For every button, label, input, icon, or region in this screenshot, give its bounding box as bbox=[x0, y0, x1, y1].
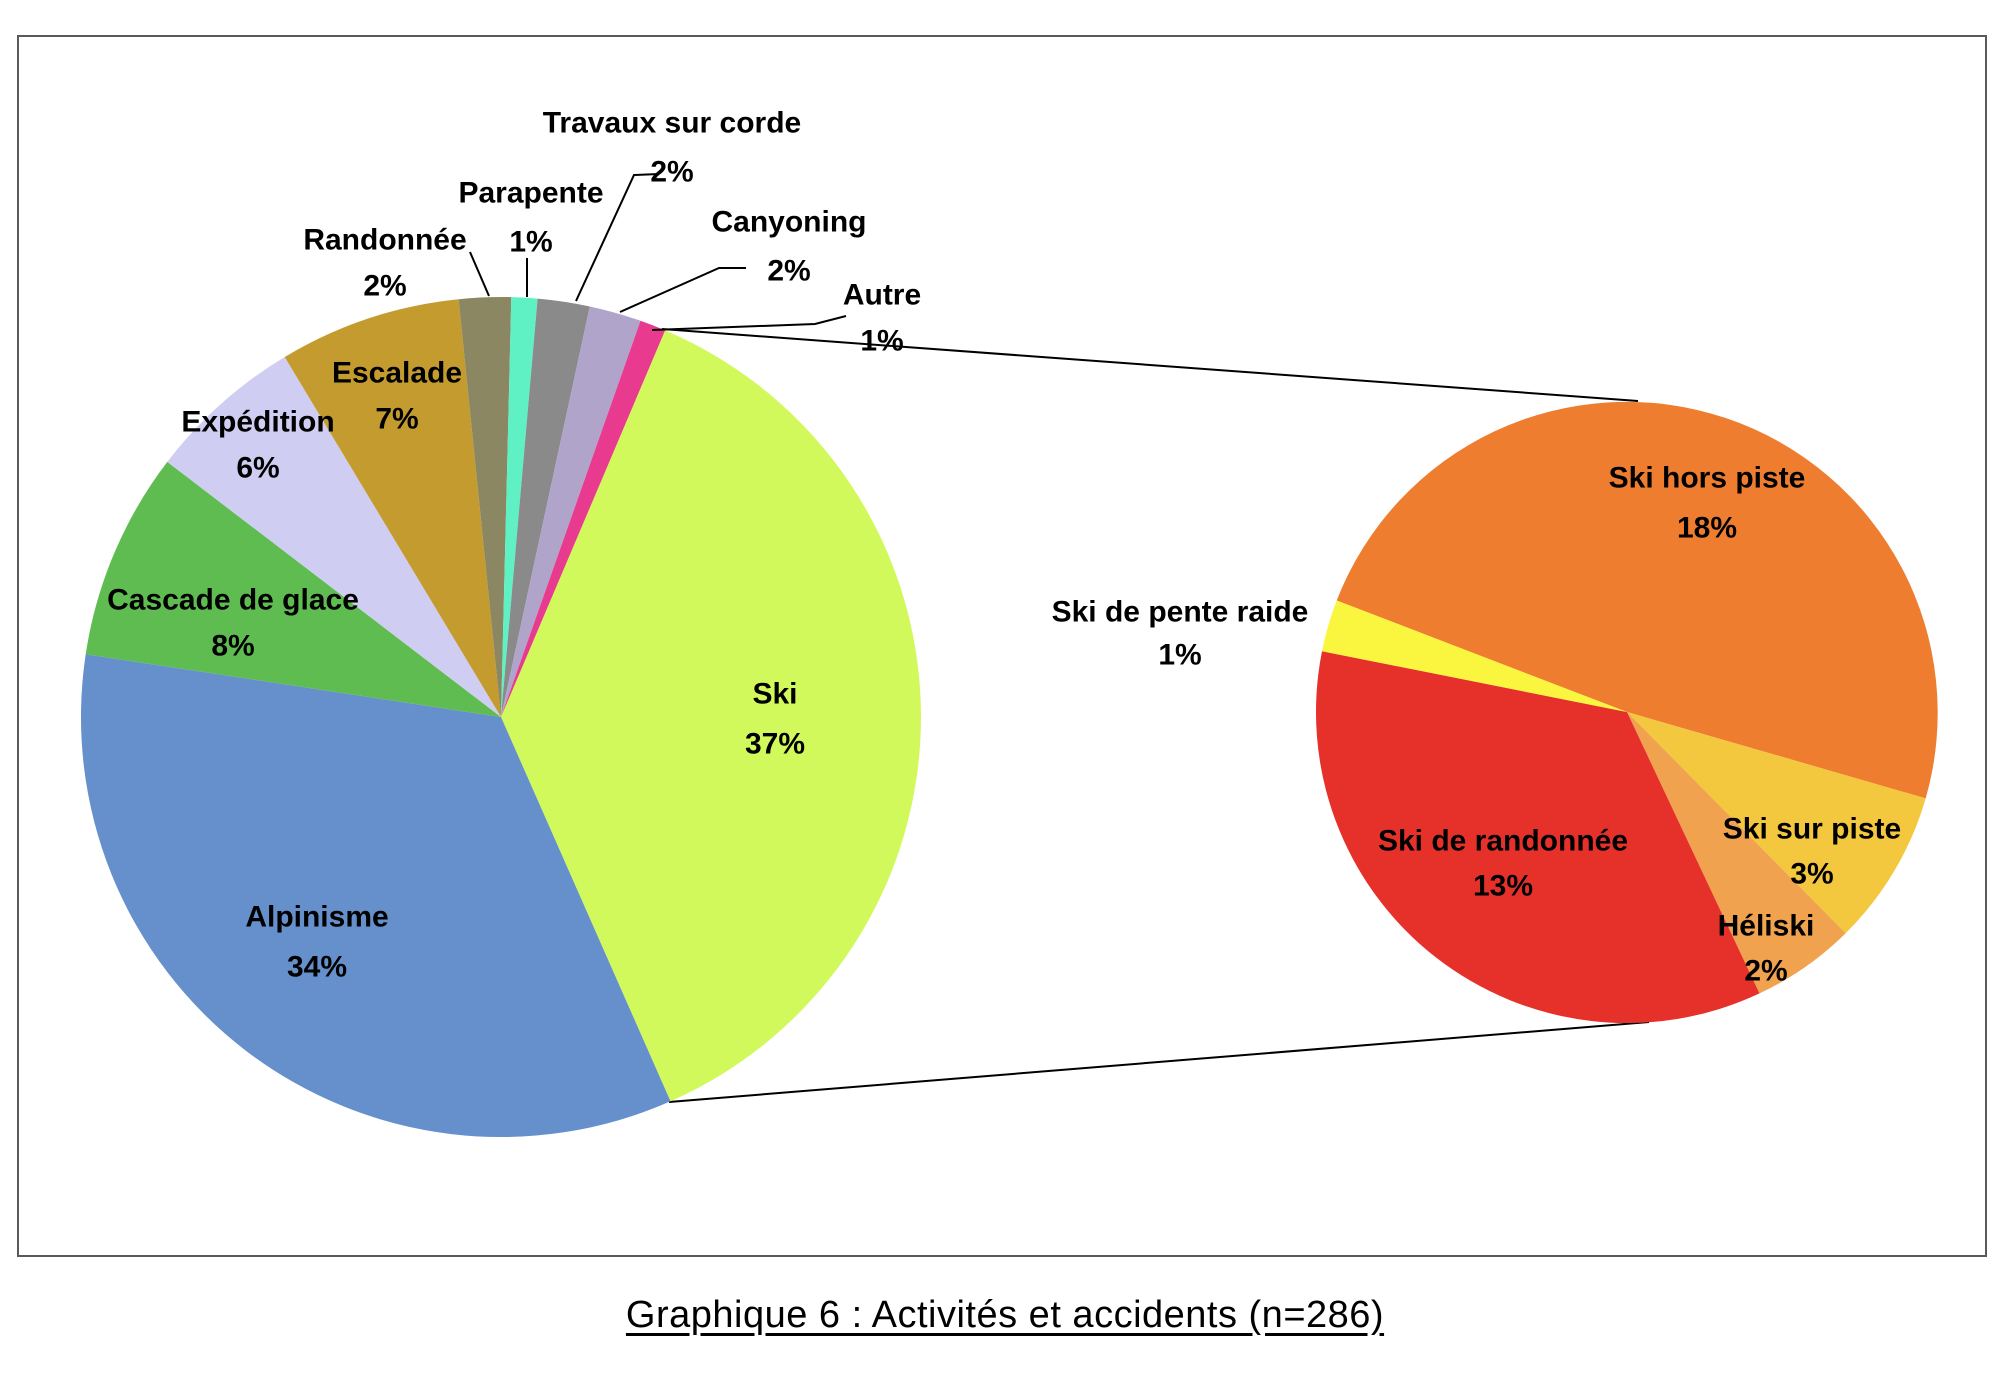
secondary-pie-slice-2 bbox=[1627, 712, 1846, 994]
main-pie-slice-4 bbox=[284, 299, 501, 717]
secondary-pie-pct-4: 1% bbox=[1158, 639, 1201, 672]
main-pie-label-5: Randonnée bbox=[303, 224, 466, 257]
main-pie-pct-2: 8% bbox=[211, 630, 254, 663]
main-pie-leader-9 bbox=[651, 315, 847, 331]
main-pie-label-6: Parapente bbox=[458, 177, 603, 210]
secondary-pie-pct-2: 2% bbox=[1744, 955, 1787, 988]
secondary-pie-slice-1 bbox=[1627, 712, 1926, 934]
main-pie-label-9: Autre bbox=[843, 279, 921, 312]
main-pie-label-8: Canyoning bbox=[712, 206, 867, 239]
secondary-pie-pct-1: 3% bbox=[1790, 858, 1833, 891]
main-pie-slice-7 bbox=[501, 298, 590, 717]
main-pie-label-7: Travaux sur corde bbox=[543, 107, 801, 140]
main-pie-leader-5 bbox=[469, 251, 490, 297]
secondary-pie-label-1: Ski sur piste bbox=[1723, 813, 1901, 846]
secondary-pie-pct-3: 13% bbox=[1473, 870, 1533, 903]
main-pie-label-3: Expédition bbox=[181, 406, 334, 439]
main-pie-pct-9: 1% bbox=[860, 325, 903, 358]
main-pie-slice-3 bbox=[167, 357, 502, 717]
main-pie-label-4: Escalade bbox=[332, 357, 462, 390]
main-pie-pct-1: 34% bbox=[287, 951, 347, 984]
main-pie-leader-7 bbox=[575, 173, 660, 302]
secondary-pie-label-3: Ski de randonnée bbox=[1378, 825, 1628, 858]
main-pie-slice-0 bbox=[501, 330, 922, 1102]
connector-line-top bbox=[661, 328, 1639, 402]
secondary-pie-label-0: Ski hors piste bbox=[1609, 462, 1806, 495]
main-pie-slice-2 bbox=[85, 461, 501, 717]
main-pie-slice-1 bbox=[80, 654, 671, 1138]
secondary-pie-slice-3 bbox=[1315, 651, 1760, 1024]
main-pie-pct-8: 2% bbox=[767, 255, 810, 288]
main-pie-pct-7: 2% bbox=[650, 156, 693, 189]
connector-line-bottom bbox=[668, 1021, 1650, 1103]
secondary-pie-label-4: Ski de pente raide bbox=[1052, 596, 1309, 629]
chart-frame bbox=[17, 35, 1987, 1257]
main-pie-pct-4: 7% bbox=[375, 403, 418, 436]
secondary-pie-slice-4 bbox=[1322, 600, 1627, 712]
secondary-pie-slice-0 bbox=[1336, 401, 1938, 799]
main-pie-label-1: Alpinisme bbox=[245, 901, 388, 934]
main-pie-label-0: Ski bbox=[752, 678, 797, 711]
secondary-pie-pct-0: 18% bbox=[1677, 512, 1737, 545]
main-pie-pct-0: 37% bbox=[745, 728, 805, 761]
secondary-pie-label-2: Héliski bbox=[1718, 910, 1815, 943]
main-pie-pct-3: 6% bbox=[236, 452, 279, 485]
chart-title: Graphique 6 : Activités et accidents (n=… bbox=[625, 1294, 1385, 1336]
main-pie-slice-8 bbox=[501, 306, 641, 717]
main-pie-label-2: Cascade de glace bbox=[107, 584, 359, 617]
main-pie-pct-6: 1% bbox=[509, 226, 552, 259]
main-pie-leader-8 bbox=[619, 267, 746, 313]
main-pie-pct-5: 2% bbox=[363, 270, 406, 303]
main-pie-slice-9 bbox=[501, 320, 666, 717]
main-pie-slice-6 bbox=[501, 297, 538, 717]
main-pie-slice-5 bbox=[458, 296, 512, 717]
